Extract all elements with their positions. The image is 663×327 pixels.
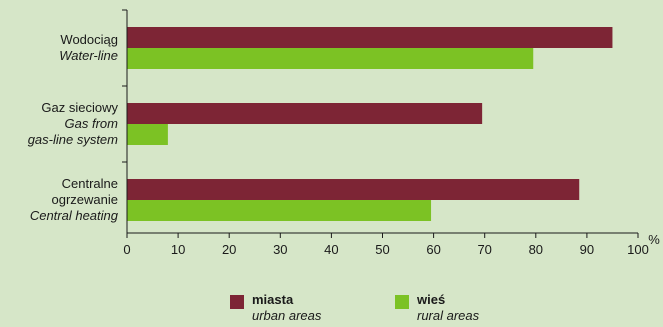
legend: miasta urban areas wieś rural areas [0, 292, 663, 327]
bars-group [127, 27, 613, 221]
x-tick-label-5: 50 [375, 242, 389, 257]
category-label-1-line-1: Gas from [65, 116, 119, 131]
legend-label-rural-en: rural areas [417, 308, 480, 323]
x-tick-label-9: 90 [580, 242, 594, 257]
x-tick-label-1: 10 [171, 242, 185, 257]
bar-urban-2 [127, 179, 580, 200]
x-axis-ticks: 0 10 20 30 40 50 60 70 80 90 100 [122, 9, 649, 257]
bar-urban-1 [127, 103, 483, 124]
category-label-0-line-0: Wodociąg [60, 32, 118, 47]
bar-urban-0 [127, 27, 613, 48]
legend-label-rural: wieś [417, 292, 446, 307]
category-label-2-line-0: Centralne [62, 176, 118, 191]
x-tick-label-10: 100 [627, 242, 649, 257]
x-tick-label-0: 0 [123, 242, 130, 257]
x-tick-label-4: 40 [324, 242, 338, 257]
category-label-1-line-2: gas-line system [28, 132, 118, 147]
legend-label-urban-en: urban areas [252, 308, 322, 323]
x-tick-label-6: 60 [426, 242, 440, 257]
category-label-2-line-1: ogrzewanie [52, 192, 119, 207]
x-tick-label-2: 20 [222, 242, 236, 257]
category-label-1-line-0: Gaz sieciowy [41, 100, 118, 115]
x-tick-label-7: 70 [477, 242, 491, 257]
bar-rural-1 [127, 124, 168, 145]
x-tick-label-3: 30 [273, 242, 287, 257]
x-axis-unit: % [648, 232, 660, 247]
legend-label-urban: miasta [252, 292, 294, 307]
bar-rural-0 [127, 48, 534, 69]
category-label-0-line-1: Water-line [59, 48, 118, 63]
x-tick-label-8: 80 [529, 242, 543, 257]
legend-swatch-rural [395, 295, 409, 309]
legend-swatch-urban [230, 295, 244, 309]
bar-rural-2 [127, 200, 432, 221]
category-label-2-line-2: Central heating [30, 208, 119, 223]
